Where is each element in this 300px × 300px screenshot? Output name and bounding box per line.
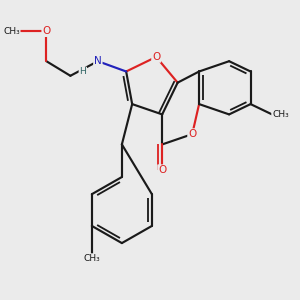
Text: O: O bbox=[188, 129, 196, 139]
Text: O: O bbox=[158, 165, 166, 175]
Text: CH₃: CH₃ bbox=[272, 110, 289, 119]
Text: N: N bbox=[94, 56, 102, 66]
Text: H: H bbox=[80, 68, 86, 76]
Text: CH₃: CH₃ bbox=[3, 27, 20, 36]
Text: O: O bbox=[152, 52, 160, 62]
Text: O: O bbox=[42, 26, 50, 36]
Text: CH₃: CH₃ bbox=[83, 254, 100, 263]
